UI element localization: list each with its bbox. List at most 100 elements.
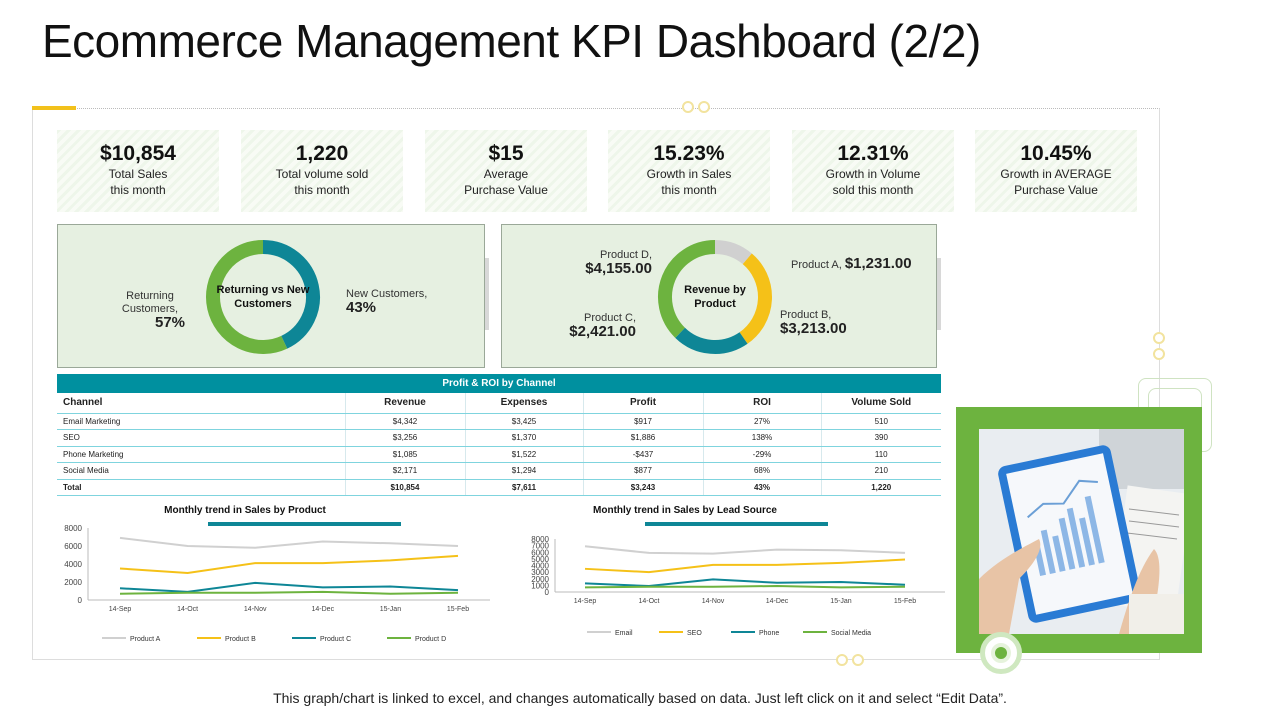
ring-decoration-icon [1153, 332, 1165, 344]
legend-label: Product B [225, 636, 256, 643]
kpi-card-growth-sales: 15.23% Growth in Sales this month [608, 130, 770, 212]
donut-center-label: Revenue by Product [665, 283, 765, 311]
kpi-value: 1,220 [295, 142, 349, 165]
x-tick-label: 14-Sep [574, 598, 597, 605]
table-cell: $3,425 [465, 413, 584, 430]
x-tick-label: 14-Oct [638, 598, 659, 605]
kpi-card-average-purchase: $15 Average Purchase Value [425, 130, 587, 212]
table-row: Email Marketing $4,342 $3,425 $917 27% 5… [57, 413, 941, 430]
series-line [119, 536, 459, 549]
kpi-value: 10.45% [1020, 142, 1092, 165]
ring-decoration-icon [1153, 348, 1165, 360]
series-line [584, 585, 906, 589]
table-row: Social Media $2,171 $1,294 $877 68% 210 [57, 462, 941, 480]
revenue-donut-chart [658, 240, 772, 354]
x-tick-label: 15-Jan [380, 606, 402, 613]
table-cell: $4,342 [345, 413, 466, 430]
tablet-analytics-photo [979, 429, 1184, 634]
column-header: Revenue [345, 393, 466, 414]
table-cell: Email Marketing [57, 413, 346, 430]
table-cell: $3,243 [583, 479, 704, 496]
table-row: Phone Marketing $1,085 $1,522 -$437 -29%… [57, 446, 941, 463]
donut-slice-product-c [675, 327, 748, 354]
kpi-label: Growth in AVERAGE [1000, 167, 1112, 181]
label-line: Product D, [600, 249, 652, 261]
panel-scroll-handle [937, 258, 941, 330]
x-tick-label: 15-Feb [894, 598, 916, 605]
table-cell: $1,886 [583, 429, 704, 447]
product-c-label: Product C, $2,421.00 [564, 312, 636, 339]
footer-note: This graph/chart is linked to excel, and… [273, 690, 1007, 706]
kpi-value: $10,854 [100, 142, 176, 165]
kpi-label: Total volume sold [275, 167, 369, 181]
y-tick-label: 8000 [64, 524, 82, 533]
y-tick-label: 2000 [64, 578, 82, 587]
kpi-label: Growth in Sales [646, 167, 732, 181]
kpi-label: this month [294, 183, 350, 197]
y-tick-label: 6000 [531, 548, 549, 557]
series-line [119, 554, 459, 575]
label-line: Returning [126, 290, 174, 302]
dashboard-frame [32, 108, 1160, 660]
kpi-card-growth-average: 10.45% Growth in AVERAGE Purchase Value [975, 130, 1137, 212]
legend-label: Product A [130, 636, 161, 643]
table-cell: 390 [821, 429, 941, 447]
donut-slice-returning [206, 240, 288, 354]
chart-title-underline [208, 522, 401, 526]
table-cell: $3,256 [345, 429, 466, 447]
table-cell: -$437 [583, 446, 704, 463]
data-label: 57% [154, 314, 186, 331]
table-cell: $7,611 [465, 479, 584, 496]
frame-accent-bar [32, 106, 76, 110]
table-cell: $1,522 [465, 446, 584, 463]
table-cell: $1,085 [345, 446, 466, 463]
donut-slice-product-d [658, 240, 716, 338]
panel-scroll-handle [485, 258, 489, 330]
legend-label: Product C [320, 636, 351, 643]
y-tick-label: 8000 [531, 535, 549, 544]
data-label: 43% [346, 299, 377, 316]
label-line: Product B, [780, 309, 832, 321]
y-tick-label: 2000 [531, 575, 549, 584]
column-header: Volume Sold [821, 393, 941, 414]
data-label: $1,231.00 [844, 255, 912, 272]
y-tick-label: 7000 [531, 542, 549, 551]
kpi-label: this month [110, 183, 166, 197]
legend-label: Email [615, 630, 633, 637]
legend-label: SEO [687, 630, 702, 637]
y-tick-label: 4000 [531, 562, 549, 571]
kpi-label: Growth in Volume [825, 167, 921, 181]
kpi-label: Total Sales [108, 167, 168, 181]
column-header: Profit [583, 393, 704, 414]
table-cell: SEO [57, 429, 346, 447]
series-line [584, 545, 906, 555]
label-line: Customers, [121, 303, 179, 315]
donut-center-line: Customers [234, 298, 292, 310]
product-b-label: Product B, $3,213.00 [780, 309, 847, 337]
returning-customers-label: Returning Customers, 57% [110, 290, 190, 331]
donut-slice-product-b [739, 253, 772, 344]
donut-center-line: Product [694, 298, 736, 310]
table-cell: 110 [821, 446, 941, 463]
column-header: ROI [703, 393, 822, 414]
kpi-card-total-sales: $10,854 Total Sales this month [57, 130, 219, 212]
kpi-value: 15.23% [653, 142, 725, 165]
donut-center-label: Returning vs New Customers [213, 283, 313, 311]
table-cell: 210 [821, 462, 941, 480]
chart-title-underline [645, 522, 828, 526]
target-decoration-icon [980, 632, 1022, 674]
product-a-label: Product A, $1,231.00 [791, 255, 912, 272]
new-customers-label: New Customers, 43% [346, 288, 427, 316]
table-cell: $917 [583, 413, 704, 430]
table-cell: 138% [703, 429, 822, 447]
kpi-label: this month [661, 183, 717, 197]
label-line: Product A, [791, 259, 842, 271]
sales-by-lead-source-chart-title: Monthly trend in Sales by Lead Source [593, 505, 777, 516]
donut-slice-new [262, 240, 320, 349]
x-tick-label: 14-Dec [766, 598, 789, 605]
table-cell: Phone Marketing [57, 446, 346, 463]
kpi-card-total-volume: 1,220 Total volume sold this month [241, 130, 403, 212]
ring-decoration-icon [852, 654, 864, 666]
x-tick-label: 14-Oct [177, 606, 198, 613]
data-label: $3,213.00 [780, 320, 847, 337]
